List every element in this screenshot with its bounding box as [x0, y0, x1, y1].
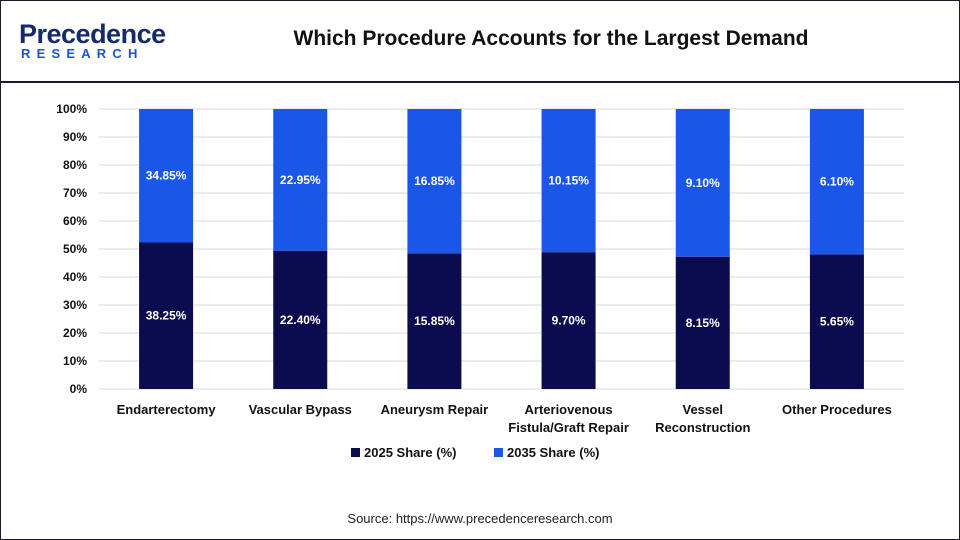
bar-2025 — [407, 253, 462, 389]
y-tick-label: 50% — [63, 242, 87, 256]
y-tick-label: 30% — [63, 298, 87, 312]
y-tick-label: 100% — [56, 102, 87, 116]
x-category-label: Reconstruction — [655, 420, 750, 435]
bar-2025 — [541, 252, 596, 389]
legend-label: 2035 Share (%) — [507, 445, 600, 460]
bar-2025 — [273, 250, 328, 389]
y-tick-label: 20% — [63, 326, 87, 340]
logo-subtitle: RESEARCH — [21, 46, 144, 61]
header: Precedence RESEARCH Which Procedure Acco… — [1, 1, 959, 83]
y-tick-label: 0% — [70, 382, 88, 396]
data-label-2035: 16.85% — [414, 174, 455, 188]
x-category-label: Aneurysm Repair — [381, 402, 489, 417]
bar-2035 — [809, 109, 864, 255]
data-label-2035: 6.10% — [820, 175, 854, 189]
x-category-label: Other Procedures — [782, 402, 892, 417]
data-label-2025: 22.40% — [280, 313, 321, 327]
brand-logo: Precedence RESEARCH — [19, 19, 169, 65]
data-label-2025: 8.15% — [686, 316, 720, 330]
legend-label: 2025 Share (%) — [364, 445, 457, 460]
y-tick-label: 60% — [63, 214, 87, 228]
y-tick-label: 90% — [63, 130, 87, 144]
bar-2035 — [541, 109, 596, 253]
bar-2025 — [675, 256, 730, 389]
chart-title: Which Procedure Accounts for the Largest… — [293, 27, 809, 50]
logo-name: Precedence — [19, 19, 166, 49]
x-category-label: Endarterectomy — [117, 402, 217, 417]
data-label-2025: 9.70% — [552, 314, 586, 328]
data-label-2025: 15.85% — [414, 314, 455, 328]
y-tick-label: 70% — [63, 186, 87, 200]
y-tick-label: 80% — [63, 158, 87, 172]
bar-2035 — [139, 109, 194, 243]
bar-2025 — [809, 254, 864, 389]
data-label-2035: 9.10% — [686, 176, 720, 190]
data-label-2035: 34.85% — [146, 169, 187, 183]
x-category-label: Vascular Bypass — [249, 402, 352, 417]
data-label-2035: 22.95% — [280, 173, 321, 187]
bar-2025 — [139, 242, 194, 389]
x-category-label: Vessel — [683, 402, 724, 417]
x-category-label: Arteriovenous — [525, 402, 613, 417]
y-tick-label: 40% — [63, 270, 87, 284]
data-label-2035: 10.15% — [548, 174, 589, 188]
legend-swatch — [351, 448, 360, 457]
bar-2035 — [675, 109, 730, 257]
bar-2035 — [273, 109, 328, 251]
legend-swatch — [494, 448, 503, 457]
x-category-label: Fistula/Graft Repair — [508, 420, 629, 435]
data-label-2025: 38.25% — [146, 309, 187, 323]
source-note: Source: https://www.precedenceresearch.c… — [347, 511, 613, 526]
bar-2035 — [407, 109, 462, 254]
data-label-2025: 5.65% — [820, 315, 854, 329]
y-tick-label: 10% — [63, 354, 87, 368]
